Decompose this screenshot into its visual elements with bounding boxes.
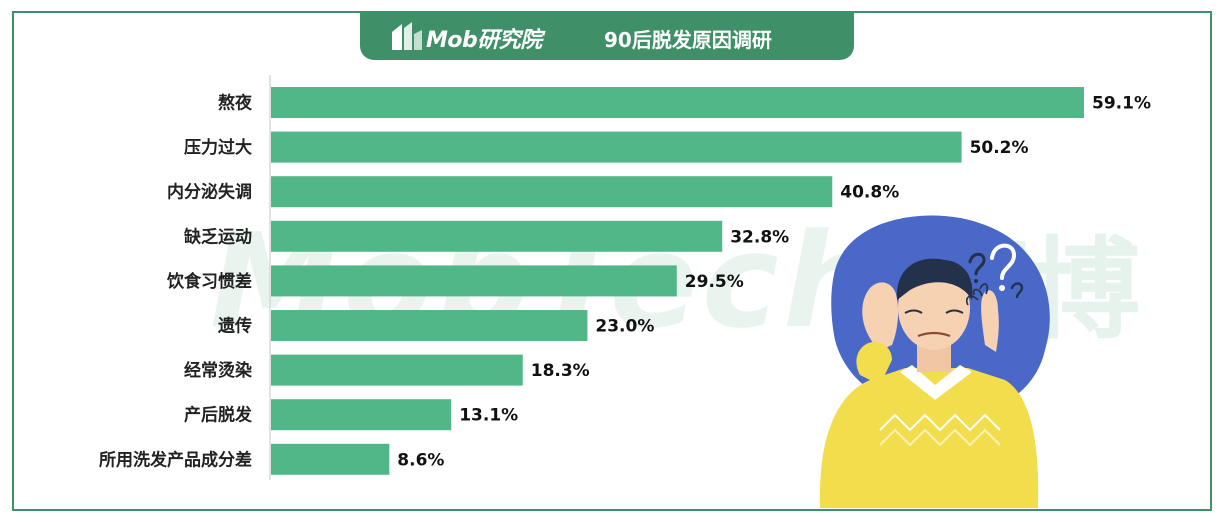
bar-2: [271, 131, 962, 163]
value-label: 59.1%: [1092, 94, 1151, 114]
bar-8: [271, 399, 452, 431]
value-label: 29.5%: [685, 272, 744, 292]
title-banner: Mob研究院 90后脱发原因调研: [360, 12, 854, 60]
value-label: 13.1%: [459, 406, 518, 426]
value-label: 18.3%: [531, 361, 590, 381]
page-title: 90后脱发原因调研: [604, 28, 772, 52]
logo-text: Mob研究院: [426, 28, 542, 53]
category-label: 缺乏运动: [184, 226, 252, 247]
bar-4: [271, 220, 723, 252]
value-label: 8.6%: [397, 450, 444, 470]
bar-7: [271, 354, 523, 386]
category-label: 内分泌失调: [167, 182, 252, 203]
bar-9: [271, 443, 390, 475]
value-label: 23.0%: [595, 317, 654, 337]
value-label: 40.8%: [840, 183, 899, 203]
category-label: 产后脱发: [184, 405, 253, 426]
confused-man-illustration: [819, 215, 1050, 508]
bar-1: [271, 87, 1084, 118]
bar-5: [271, 265, 677, 297]
mob-logo-icon: [392, 22, 422, 50]
category-label: 经常烫染: [184, 360, 252, 381]
category-label: 所用洗发产品成分差: [99, 449, 252, 470]
category-label: 遗传: [217, 316, 252, 337]
value-label: 32.8%: [730, 227, 789, 247]
category-label: 压力过大: [184, 137, 252, 158]
category-label: 熬夜: [218, 93, 253, 114]
value-label: 50.2%: [970, 138, 1029, 158]
bar-6: [271, 310, 588, 341]
bar-3: [271, 176, 833, 208]
category-label: 饮食习惯差: [166, 271, 252, 292]
